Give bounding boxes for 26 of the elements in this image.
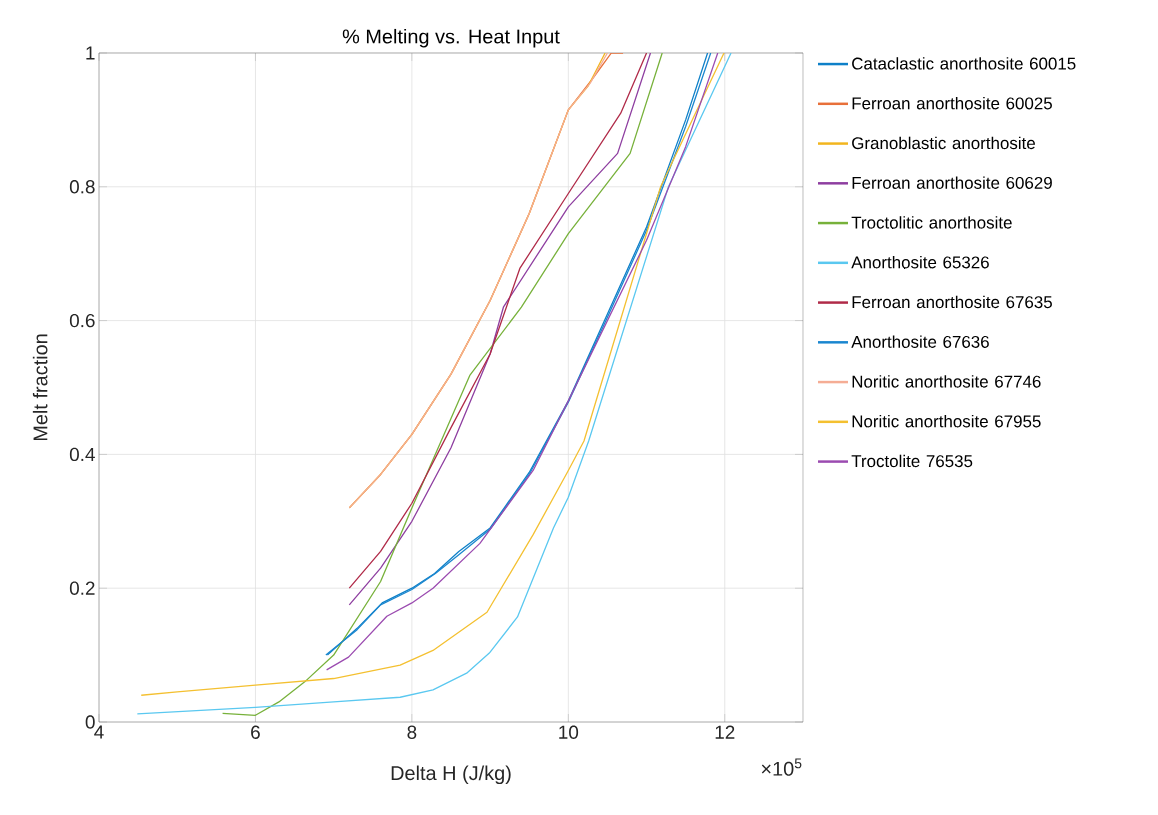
legend-label: Ferroan anorthosite 67635 <box>852 295 1052 309</box>
x-tick-label: 12 <box>715 725 735 739</box>
x-tick-label: 8 <box>407 725 417 739</box>
y-tick-label: 0.2 <box>69 581 95 595</box>
legend-label: Troctolitic anorthosite <box>851 216 1012 229</box>
y-tick-label: 0 <box>85 715 95 729</box>
text: ×10$^{5}$ <box>761 758 802 776</box>
legend-label: Ferroan anorthosite 60025 <box>852 96 1052 110</box>
x-tick-label: 10 <box>559 725 579 739</box>
legend-label: Granoblastic anorthosite <box>852 136 1035 150</box>
legend-label: Troctolite 76535 <box>851 454 973 468</box>
chart-title: % Melting vs. Heat Input <box>342 28 560 48</box>
y-tick-label: 0.4 <box>69 447 95 462</box>
legend-label: Noritic anorthosite 67955 <box>852 414 1041 428</box>
legend-label: Ferroan anorthosite 60629 <box>852 176 1052 189</box>
legend-label: Anorthosite 65326 <box>851 255 989 269</box>
y-tick-label: 1 <box>86 46 95 60</box>
x-axis-title: Delta H (J/kg) <box>391 765 511 785</box>
x-tick-label: 6 <box>251 725 260 739</box>
y-tick-label: 0.8 <box>69 180 95 194</box>
y-axis-title: Melt fraction <box>32 334 48 441</box>
y-tick-label: 0.6 <box>69 313 95 328</box>
x-tick-label: 4 <box>94 725 104 739</box>
legend-label: Anorthosite 67636 <box>851 335 989 348</box>
legend-label: Cataclastic anorthosite 60015 <box>852 57 1076 70</box>
legend-label: Noritic anorthosite 67746 <box>852 375 1041 388</box>
